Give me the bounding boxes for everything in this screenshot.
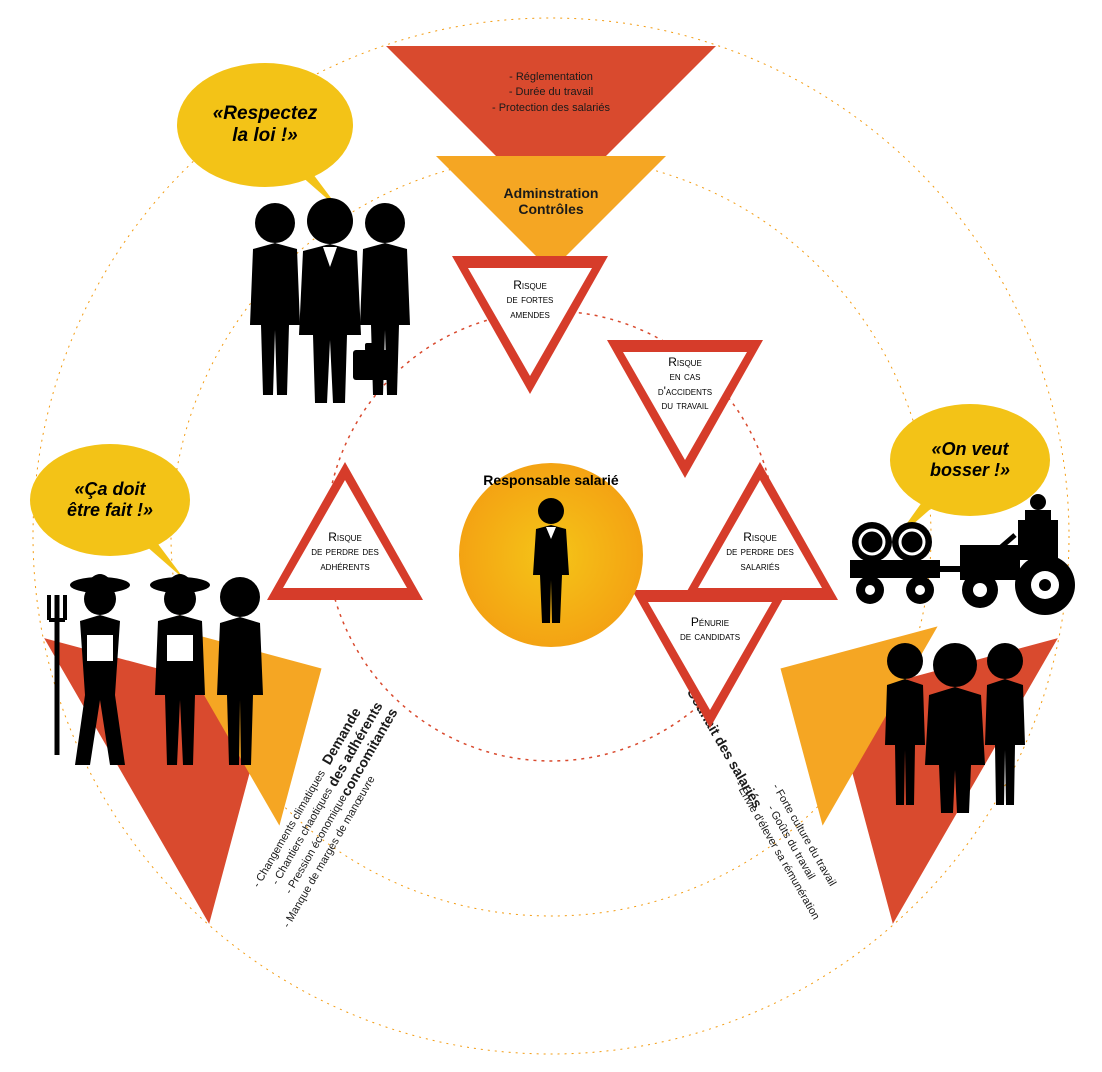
workers-group-icon [855, 635, 1055, 815]
tractor-hay-icon [850, 490, 1080, 620]
farmers-group-icon [45, 555, 285, 775]
bubble-left-text: «Ça doit être fait !» [30, 444, 190, 556]
three-businessmen-icon [225, 195, 435, 405]
bubble-top-text: «Respectez la loi !» [177, 63, 353, 187]
